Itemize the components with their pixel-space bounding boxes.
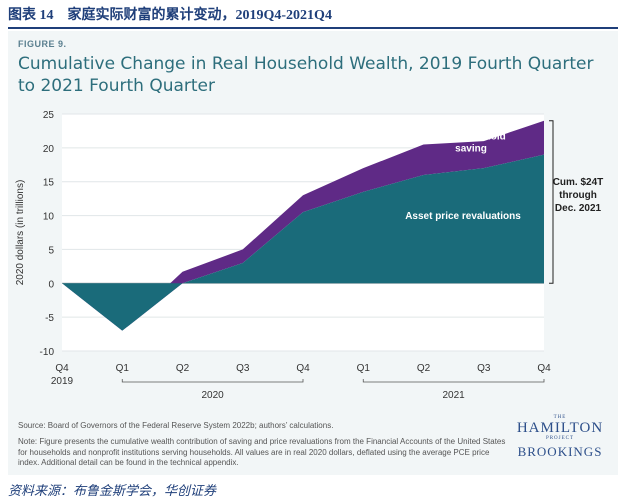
x-tick-label: Q3: [236, 363, 250, 374]
chart-svg: -10 -5 0 5 10 15 20 25 2020 dollars (in trillion…: [15, 110, 604, 401]
logo-brookings: BROOKINGS: [517, 444, 603, 459]
asset-series-label: Asset price revaluations: [405, 211, 521, 222]
x-tick-label: Q4: [55, 363, 69, 374]
logo-the: THE: [553, 415, 567, 420]
caption-rule: [8, 27, 618, 29]
x-tick-label: Q1: [357, 363, 371, 374]
x-tick-label: Q3: [477, 363, 491, 374]
total-bracket: [549, 120, 554, 284]
x-tick-label: Q4: [296, 363, 310, 374]
x-tick-label: Q1: [116, 363, 130, 374]
x-tick-label: Q2: [176, 363, 190, 374]
year-label: 2021: [443, 390, 466, 401]
y-tick-label: -5: [45, 313, 54, 324]
y-tick-label: -10: [40, 347, 55, 358]
year-bracket: [121, 379, 304, 383]
source-note: Source: Board of Governors of the Federa…: [18, 421, 334, 430]
year-label: 2019: [51, 376, 74, 387]
methodology-note: Note: Figure presents the cumulative wea…: [18, 437, 506, 467]
y-tick-label: 15: [43, 178, 55, 189]
total-label: through: [559, 190, 597, 201]
y-tick-label: 20: [43, 144, 55, 155]
hamilton-brookings-logo: THE HAMILTON PROJECT BROOKINGS: [512, 415, 608, 460]
y-axis-label: 2020 dollars (in trillions): [15, 180, 26, 286]
figure-label: FIGURE 9.: [18, 39, 67, 49]
document-caption: 图表 14 家庭实际财富的累计变动，2019Q4-2021Q4: [8, 8, 332, 23]
saving-series-label: Net household: [436, 132, 505, 143]
figure-panel: FIGURE 9. Cumulative Change in Real Hous…: [8, 31, 618, 475]
x-tick-label: Q4: [537, 363, 551, 374]
footer-source: 资料来源：布鲁金斯学会，华创证券: [8, 483, 217, 498]
logo-project: PROJECT: [545, 436, 575, 441]
logo-hamilton: HAMILTON: [516, 420, 604, 436]
y-tick-label: 10: [43, 212, 55, 223]
x-tick-label: Q2: [417, 363, 431, 374]
total-label: Cum. $24T: [553, 177, 604, 188]
saving-series-label: saving: [455, 144, 487, 155]
y-tick-label: 5: [48, 245, 54, 256]
year-bracket: [362, 379, 545, 383]
y-tick-label: 25: [43, 110, 55, 121]
year-label: 2020: [202, 390, 225, 401]
series-area-asset-price-revaluations: [62, 154, 544, 331]
chart-title: Cumulative Change in Real Household Weal…: [18, 54, 594, 96]
total-label: Dec. 2021: [555, 203, 602, 214]
series-area-net-household-saving: [62, 120, 544, 331]
y-tick-label: 0: [48, 279, 54, 290]
